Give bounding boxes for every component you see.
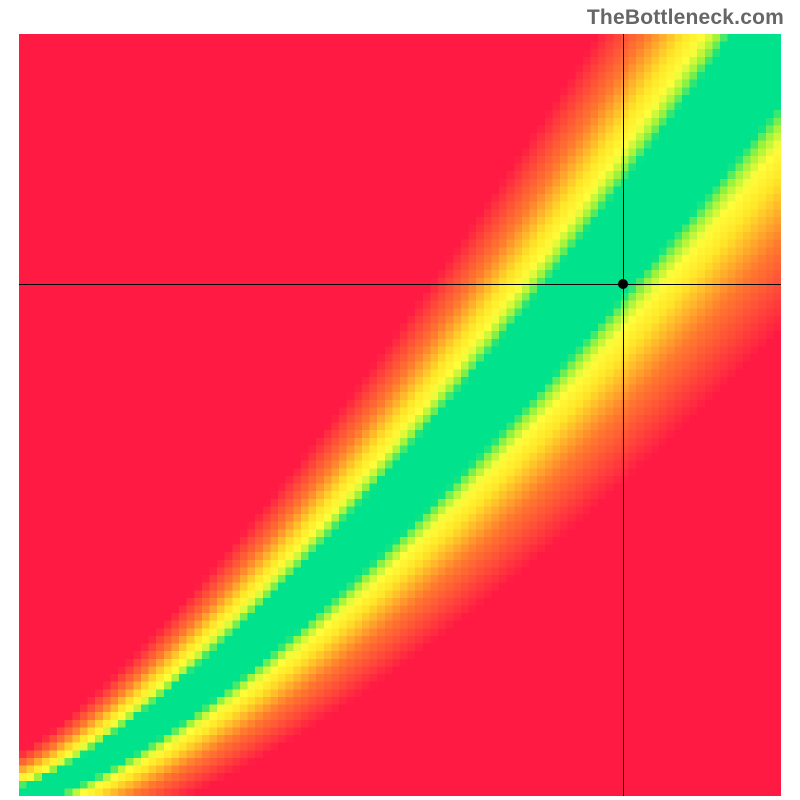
- crosshair-horizontal: [19, 284, 781, 285]
- plot-area: [19, 34, 781, 796]
- heatmap-canvas: [19, 34, 781, 796]
- watermark-text: TheBottleneck.com: [587, 6, 784, 30]
- crosshair-vertical: [623, 34, 624, 796]
- crosshair-marker: [618, 279, 628, 289]
- chart-container: TheBottleneck.com: [0, 0, 800, 800]
